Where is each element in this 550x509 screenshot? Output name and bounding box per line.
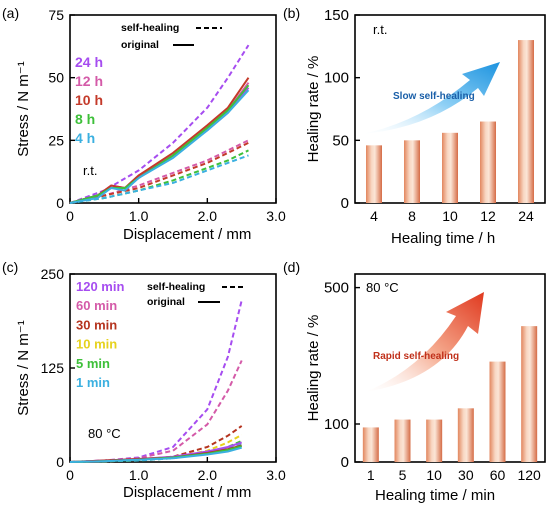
y-tick-label: 0 bbox=[56, 454, 64, 470]
panel-a-legend-self-healing: self-healing bbox=[121, 22, 179, 34]
legend-entry-120min: 120 min bbox=[76, 279, 124, 294]
legend-entry-60min: 60 min bbox=[76, 298, 117, 313]
panel-a-annotation: r.t. bbox=[83, 163, 97, 178]
legend-entry-1min: 1 min bbox=[76, 375, 110, 390]
x-tick-label: 8 bbox=[408, 208, 416, 224]
x-tick-label: 2.0 bbox=[198, 467, 218, 483]
y-tick-label: 250 bbox=[41, 266, 65, 282]
legend-entry-10h: 10 h bbox=[75, 92, 103, 108]
x-tick-label: 10 bbox=[442, 208, 458, 224]
x-tick-label: 2.0 bbox=[198, 208, 218, 224]
bar-120 bbox=[521, 326, 538, 462]
y-tick-label: 75 bbox=[48, 7, 64, 23]
y-tick-label: 50 bbox=[332, 132, 349, 149]
panel-a-xlabel: Displacement / mm bbox=[123, 226, 251, 243]
series-line-1min-original bbox=[69, 446, 242, 463]
panel-a-frame bbox=[69, 14, 277, 204]
y-tick-label: 100 bbox=[324, 416, 349, 433]
x-tick-label: 24 bbox=[518, 208, 534, 224]
y-tick-label: 25 bbox=[48, 132, 64, 148]
series-line-10h-self-healing bbox=[69, 141, 249, 204]
panel-b-label: (b) bbox=[283, 5, 300, 21]
x-tick-label: 12 bbox=[480, 208, 496, 224]
panel-c-series bbox=[69, 300, 243, 463]
series-line-4h-original bbox=[69, 89, 250, 204]
x-tick-label: 1.0 bbox=[129, 208, 149, 224]
panel-b-bars bbox=[366, 40, 534, 203]
y-tick-label: 0 bbox=[341, 195, 349, 212]
x-tick-label: 3.0 bbox=[266, 208, 286, 224]
x-tick-label: 1 bbox=[367, 467, 375, 483]
x-tick-label: 1.0 bbox=[129, 467, 149, 483]
y-tick-label: 0 bbox=[56, 195, 64, 211]
bar-30 bbox=[457, 408, 474, 462]
x-tick-label: 0 bbox=[66, 467, 74, 483]
panel-c-label: (c) bbox=[2, 259, 18, 275]
panel-d-ylabel: Healing rate / % bbox=[305, 315, 322, 422]
y-tick-label: 125 bbox=[41, 360, 65, 376]
x-tick-label: 4 bbox=[370, 208, 378, 224]
bar-10 bbox=[442, 132, 458, 203]
panel-c-xlabel: Displacement / mm bbox=[123, 484, 251, 501]
bar-1 bbox=[362, 427, 379, 462]
panel-b-ylabel: Healing rate / % bbox=[305, 56, 322, 163]
x-tick-label: 120 bbox=[517, 467, 541, 483]
panel-a-series bbox=[69, 44, 250, 204]
panel-d-annotation: 80 °C bbox=[366, 280, 399, 295]
panel-a-ylabel: Stress / N m⁻¹ bbox=[15, 61, 32, 156]
panel-d-frame bbox=[354, 273, 546, 463]
panel-a-series-legend: 24 h 12 h 10 h 8 h 4 h bbox=[75, 54, 103, 146]
panel-d: (d) 1 5 10 30 60 120 0 100 500 80 °C Rapid self-… bbox=[283, 259, 546, 504]
x-tick-label: 0 bbox=[66, 208, 74, 224]
panel-b-trend-arrow bbox=[362, 62, 500, 134]
panel-a-ticks: 0 1.0 2.0 3.0 0 25 50 75 bbox=[48, 7, 286, 224]
x-tick-label: 30 bbox=[458, 467, 474, 483]
panel-a-legend-original: original bbox=[121, 39, 159, 51]
legend-entry-30min: 30 min bbox=[76, 317, 117, 332]
panel-c-annotation: 80 °C bbox=[88, 426, 121, 441]
legend-entry-10min: 10 min bbox=[76, 337, 117, 352]
panel-c-legend-self-healing: self-healing bbox=[147, 281, 205, 293]
legend-entry-24h: 24 h bbox=[75, 54, 103, 70]
x-tick-label: 3.0 bbox=[266, 467, 286, 483]
x-tick-label: 60 bbox=[490, 467, 506, 483]
bar-60 bbox=[489, 361, 506, 462]
panel-d-label: (d) bbox=[283, 259, 300, 275]
y-tick-label: 50 bbox=[48, 70, 64, 86]
panel-b-arrow-text: Slow self-healing bbox=[393, 91, 475, 102]
bar-24 bbox=[518, 40, 534, 203]
bar-4 bbox=[366, 145, 382, 203]
panel-b-annotation: r.t. bbox=[373, 22, 387, 37]
panel-b: (b) 4 8 10 12 24 0 50 100 150 r.t. Slow self-hea… bbox=[283, 5, 546, 247]
y-tick-label: 150 bbox=[324, 7, 349, 24]
panel-d-ticks: 1 5 10 30 60 120 0 100 500 bbox=[324, 280, 541, 483]
y-tick-label: 0 bbox=[341, 454, 349, 471]
legend-entry-4h: 4 h bbox=[75, 130, 95, 146]
panel-d-arrow-text: Rapid self-healing bbox=[373, 351, 459, 362]
panel-d-trend-arrow bbox=[365, 292, 484, 392]
panel-a-label: (a) bbox=[2, 5, 19, 21]
legend-entry-8h: 8 h bbox=[75, 111, 95, 127]
legend-entry-5min: 5 min bbox=[76, 356, 110, 371]
panel-c-series-legend: 120 min 60 min 30 min 10 min 5 min 1 min bbox=[76, 279, 124, 390]
bar-8 bbox=[404, 140, 420, 203]
y-tick-label: 500 bbox=[324, 280, 349, 297]
x-tick-label: 10 bbox=[426, 467, 442, 483]
bar-5 bbox=[394, 419, 411, 462]
panel-d-xlabel: Healing time / min bbox=[375, 487, 495, 504]
panel-c-legend-original: original bbox=[147, 296, 185, 308]
panel-c-ticks: 0 1.0 2.0 3.0 0 125 250 bbox=[41, 266, 286, 483]
panel-d-bars bbox=[362, 326, 538, 462]
series-line-4h-self-healing bbox=[69, 154, 249, 204]
panel-b-xlabel: Healing time / h bbox=[391, 230, 495, 247]
bar-10 bbox=[426, 419, 443, 462]
bar-12 bbox=[480, 121, 496, 203]
panel-c-ylabel: Stress / N m⁻¹ bbox=[15, 320, 32, 415]
legend-entry-12h: 12 h bbox=[75, 73, 103, 89]
y-tick-label: 100 bbox=[324, 70, 349, 87]
x-tick-label: 5 bbox=[399, 467, 407, 483]
